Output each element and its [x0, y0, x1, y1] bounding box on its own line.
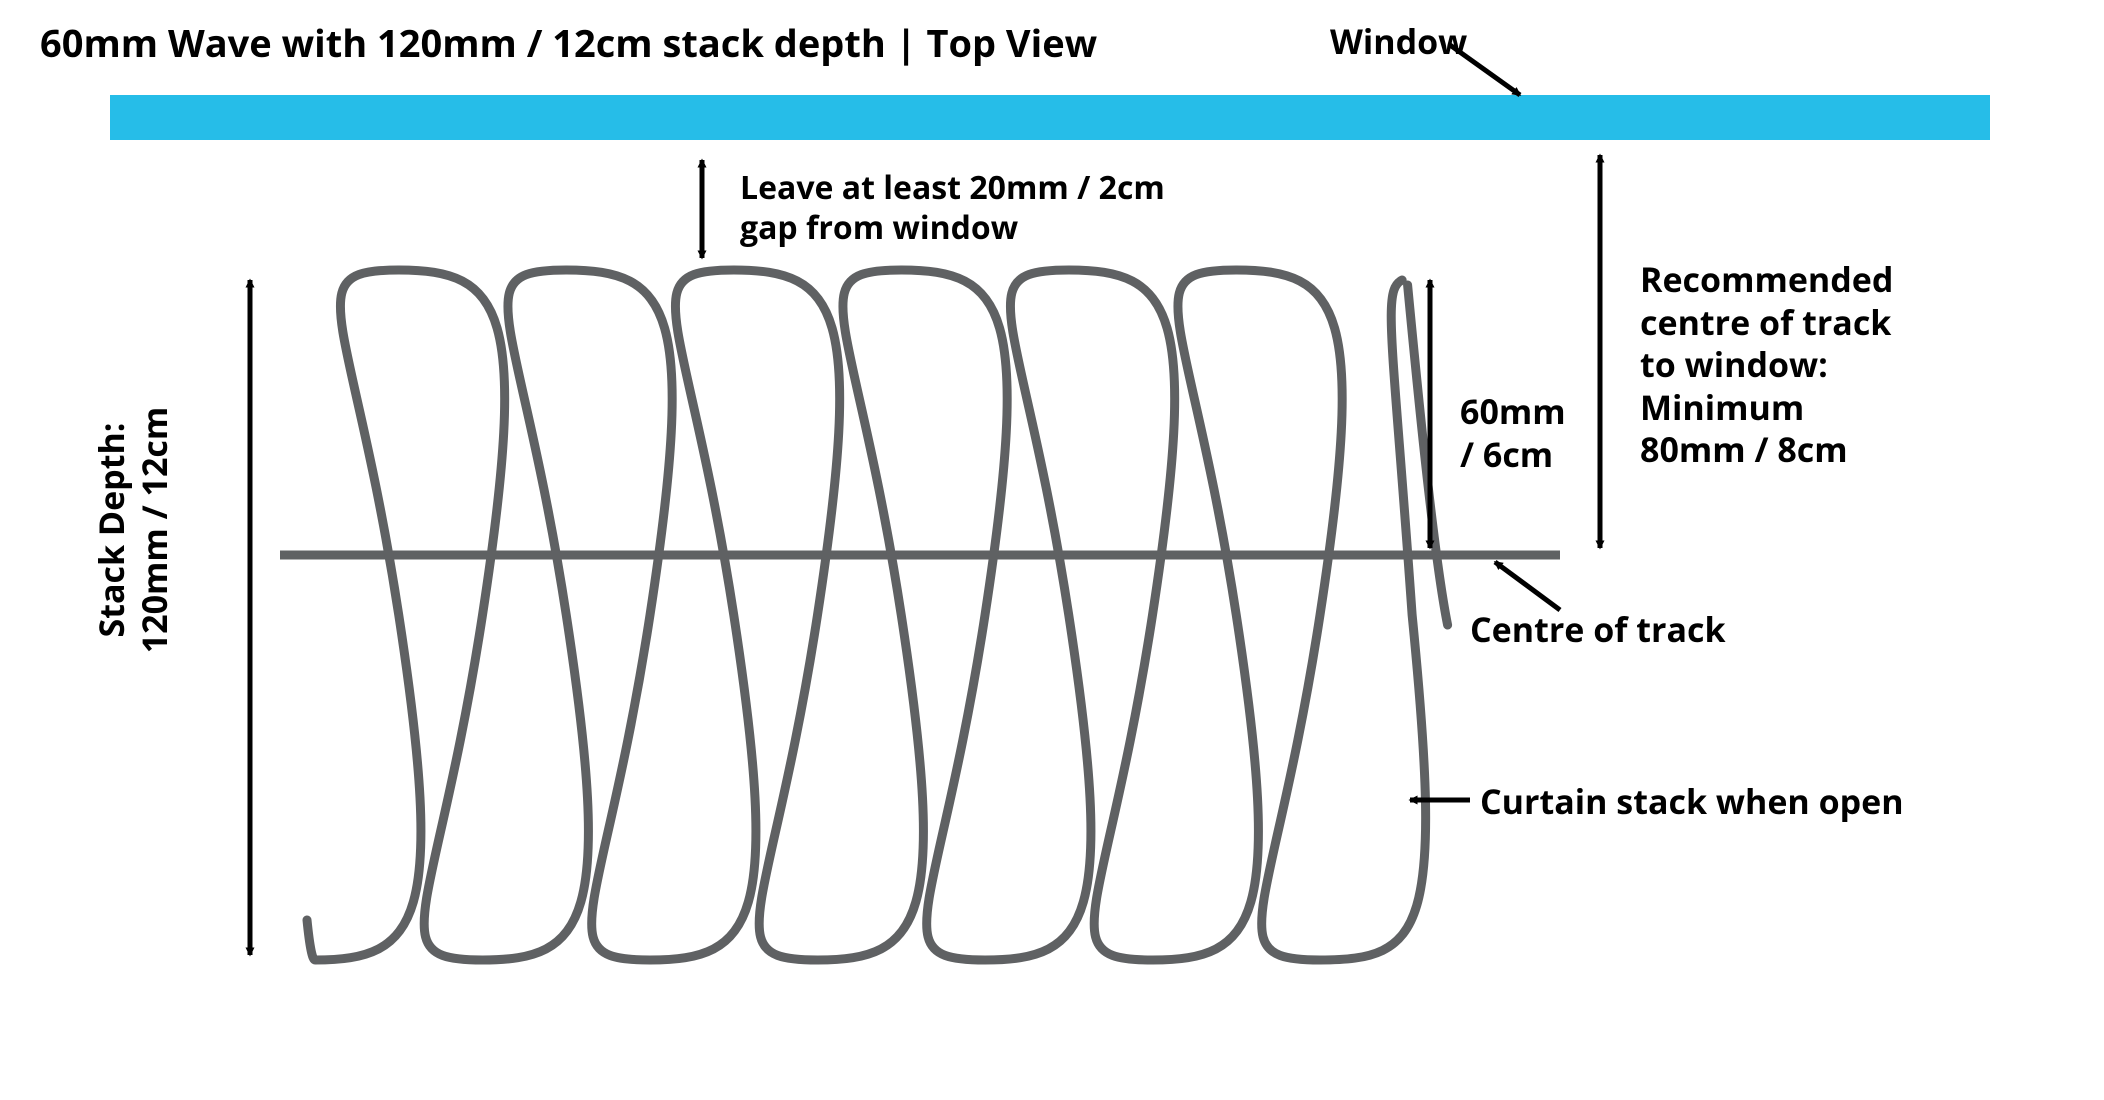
curtain-wave: [307, 270, 1426, 960]
centre-track-pointer-arrow: [1495, 562, 1560, 610]
window-bar: [110, 95, 1990, 140]
window-pointer-arrow: [1450, 45, 1520, 95]
diagram-svg: [0, 0, 2104, 1100]
diagram-stage: 60mm Wave with 120mm / 12cm stack depth …: [0, 0, 2104, 1100]
